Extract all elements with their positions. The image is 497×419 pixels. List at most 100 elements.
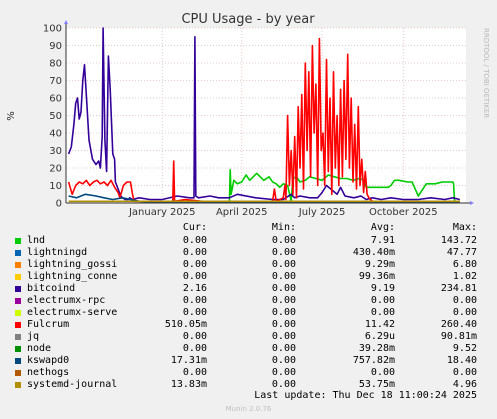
legend-value-cur: 510.05m (164, 319, 207, 330)
legend-value-avg: 6.29u (364, 331, 395, 342)
series-line-Fulcrum (67, 37, 460, 203)
legend-value-avg: 11.42 (364, 319, 395, 330)
legend-value-max: 0.00 (452, 295, 477, 306)
legend-swatch (15, 298, 21, 304)
legend-swatch (15, 346, 21, 352)
legend-header-avg: Avg: (370, 222, 395, 233)
legend-row: systemd-journal 13.83m 0.00 53.75m 4.96 (0, 379, 497, 391)
legend-value-cur: 13.83m (170, 379, 207, 390)
series-lines (67, 27, 460, 204)
legend-row: electrumx-rpc 0.00 0.00 0.00 0.00 (0, 295, 497, 307)
legend-row: lightningd 0.00 0.00 430.40m 47.77 (0, 247, 497, 259)
legend-swatch (15, 250, 21, 256)
legend-value-cur: 0.00 (182, 307, 207, 318)
legend-value-cur: 0.00 (182, 235, 207, 246)
legend-value-avg: 0.00 (370, 367, 395, 378)
legend-value-avg: 39.28m (358, 343, 395, 354)
legend-value-avg: 9.19 (370, 283, 395, 294)
chart-title: CPU Usage - by year (181, 12, 315, 27)
legend-value-min: 0.00 (271, 331, 296, 342)
legend-value-cur: 0.00 (182, 247, 207, 258)
y-tick-labels: 0 10 20 30 40 50 60 70 80 90 100 (43, 24, 62, 210)
legend-row: lightning_gossi 0.00 0.00 9.29m 6.80 (0, 259, 497, 271)
x-tick-labels: January 2025 April 2025 July 2025 October 2… (128, 207, 438, 218)
legend-value-cur: 0.00 (182, 343, 207, 354)
legend-value-min: 0.00 (271, 307, 296, 318)
y-tick-label: 100 (43, 24, 62, 35)
axes (64, 20, 474, 205)
legend-value-max: 4.96 (452, 379, 477, 390)
rrdtool-side-label: RRDTOOL / TOBI OETIKER (482, 28, 490, 118)
legend-swatch (15, 262, 21, 268)
y-tick-label: 70 (49, 76, 62, 87)
legend-header-max: Max: (452, 222, 477, 233)
legend-value-avg: 9.29m (364, 259, 395, 270)
legend-value-max: 234.81 (440, 283, 477, 294)
y-tick-label: 20 (49, 164, 62, 175)
legend-series-name: jq (27, 331, 40, 342)
legend-swatch (15, 334, 21, 340)
legend-row: bitcoind 2.16 0.00 9.19 234.81 (0, 283, 497, 295)
legend-value-avg: 0.00 (370, 295, 395, 306)
legend-value-min: 0.00 (271, 235, 296, 246)
x-tick-label: January 2025 (128, 207, 196, 218)
y-axis-arrow-icon (64, 20, 68, 24)
legend-row: lightning_conne 0.00 0.00 99.36m 1.02 (0, 271, 497, 283)
legend-row: electrumx-serve 0.00 0.00 0.00 0.00 (0, 307, 497, 319)
legend-row: kswapd0 17.31m 0.00 757.82m 18.40 (0, 355, 497, 367)
legend-value-min: 0.00 (271, 259, 296, 270)
y-tick-label: 10 (49, 181, 62, 192)
y-tick-label: 60 (49, 94, 62, 105)
legend-value-avg: 7.91 (370, 235, 395, 246)
legend-value-avg: 0.00 (370, 307, 395, 318)
legend-value-cur: 0.00 (182, 259, 207, 270)
legend-value-max: 90.81m (440, 331, 477, 342)
legend-header-min: Min: (271, 222, 296, 233)
legend-value-max: 0.00 (452, 367, 477, 378)
legend-value-cur: 17.31m (170, 355, 207, 366)
legend-value-max: 18.40 (446, 355, 477, 366)
legend-series-name: lightning_conne (27, 271, 118, 282)
legend-value-avg: 757.82m (352, 355, 395, 366)
y-axis-label: % (6, 111, 17, 121)
legend-value-max: 6.80 (452, 259, 477, 270)
legend-row: jq 0.00 0.00 6.29u 90.81m (0, 331, 497, 343)
legend-value-cur: 0.00 (182, 331, 207, 342)
legend-swatch (15, 238, 21, 244)
x-axis-arrow-icon (470, 201, 474, 205)
legend-row: Fulcrum 510.05m 0.00 11.42 260.40 (0, 319, 497, 331)
legend-value-min: 0.00 (271, 283, 296, 294)
x-tick-label: April 2025 (216, 207, 267, 218)
legend-value-avg: 99.36m (358, 271, 395, 282)
legend-value-cur: 0.00 (182, 295, 207, 306)
legend-swatch (15, 382, 21, 388)
legend-value-max: 260.40 (440, 319, 477, 330)
legend-value-max: 47.77 (446, 247, 477, 258)
legend-header-cur: Cur: (182, 222, 207, 233)
legend-series-name: electrumx-serve (27, 307, 118, 318)
x-tick-label: July 2025 (298, 207, 346, 218)
legend-swatch (15, 322, 21, 328)
legend-value-cur: 0.00 (182, 271, 207, 282)
legend-swatch (15, 286, 21, 292)
y-tick-label: 90 (49, 41, 62, 52)
series-line-bitcoind (67, 27, 460, 201)
legend-row: node 0.00 0.00 39.28m 9.52 (0, 343, 497, 355)
y-tick-label: 40 (49, 129, 62, 140)
legend-value-cur: 2.16 (182, 283, 207, 294)
y-tick-label: 30 (49, 146, 62, 157)
legend-series-name: systemd-journal (27, 379, 118, 390)
legend-series-name: lnd (27, 235, 46, 246)
legend-swatch (15, 370, 21, 376)
legend-series-name: bitcoind (27, 283, 76, 294)
legend-value-max: 9.52 (452, 343, 477, 354)
x-tick-label: October 2025 (369, 207, 438, 218)
legend-series-name: Fulcrum (27, 319, 70, 330)
grid-lines (66, 27, 466, 203)
legend-value-min: 0.00 (271, 319, 296, 330)
legend-value-min: 0.00 (271, 379, 296, 390)
legend-value-max: 1.02 (452, 271, 477, 282)
legend-value-min: 0.00 (271, 295, 296, 306)
legend-series-name: lightning_gossi (27, 259, 118, 270)
